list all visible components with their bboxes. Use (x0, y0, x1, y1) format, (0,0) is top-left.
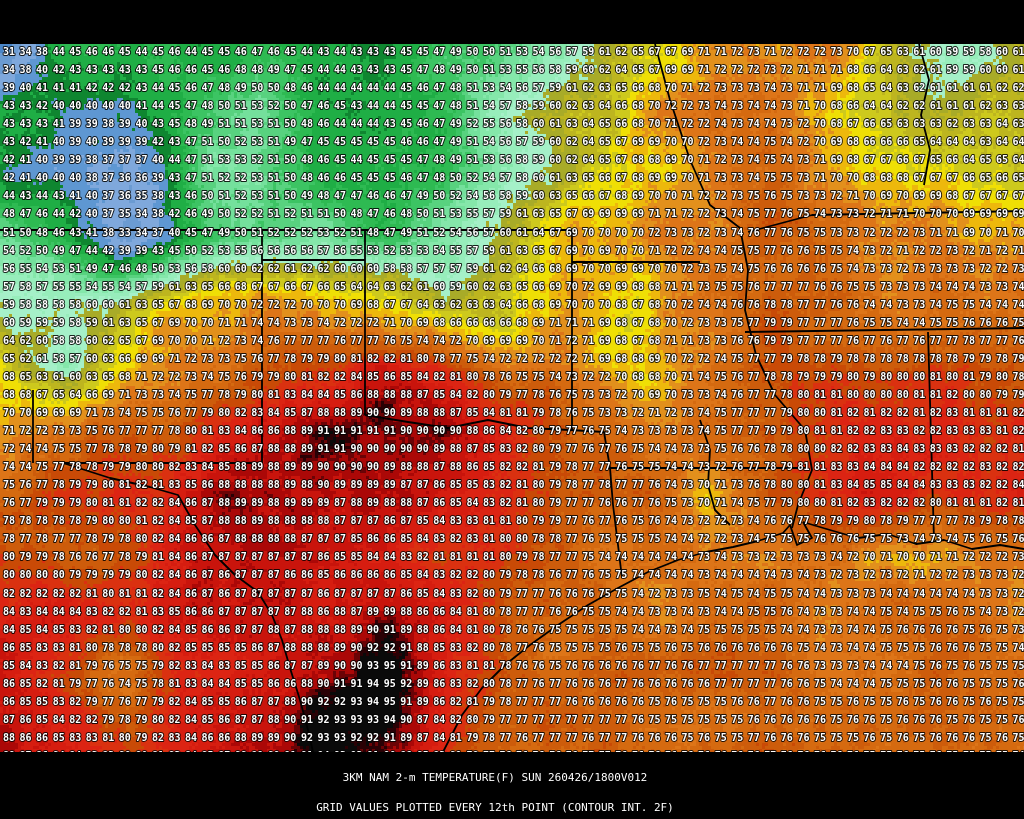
caption-title: 3KM NAM 2-m TEMPERATURE(F) SUN 260426/18… (342, 771, 648, 784)
bottom-caption: 3KM NAM 2-m TEMPERATURE(F) SUN 260426/18… (0, 753, 990, 819)
caption-subtitle: GRID VALUES PLOTTED EVERY 12th POINT (CO… (316, 801, 674, 814)
temperature-map-canvas (0, 44, 1024, 752)
